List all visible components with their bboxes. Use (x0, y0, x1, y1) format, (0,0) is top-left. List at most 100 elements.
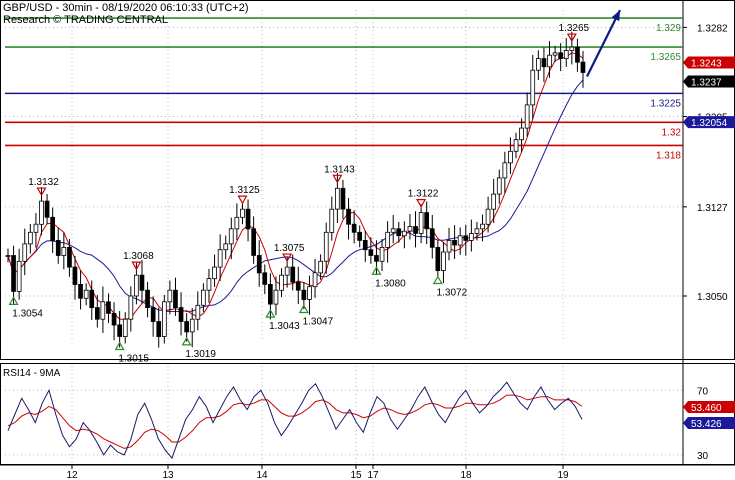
candle-body (536, 58, 541, 71)
candle-body (329, 208, 335, 233)
candle-body (318, 260, 324, 274)
level-label: 1.3225 (650, 98, 681, 109)
price-badge-label: 1.32054 (691, 118, 728, 129)
x-tick-label: 18 (460, 470, 472, 480)
swing-low-marker (114, 341, 125, 351)
rsi-badge-label: 53.426 (691, 419, 722, 430)
slow-ma-line (7, 79, 584, 313)
candle-body (301, 289, 307, 300)
swing-high-label: 1.3125 (229, 185, 260, 196)
price-badge-bg (683, 116, 735, 129)
candle-body (44, 200, 50, 218)
candle-body (145, 289, 150, 309)
forecast-arrow-head (611, 10, 620, 22)
candle-body (39, 200, 44, 225)
candle-body (33, 223, 39, 233)
candle-body (374, 255, 379, 262)
candle-body (290, 266, 296, 283)
candle-body (122, 318, 128, 338)
swing-low-label: 1.3043 (269, 321, 300, 332)
swing-high-label: 1.3265 (559, 23, 590, 34)
level-label: 1.329 (656, 23, 681, 34)
rsi-lines (7, 381, 583, 460)
rsi-panel-frame (0, 363, 735, 465)
candle-body (78, 283, 83, 299)
candle-body (189, 318, 195, 333)
candle-body (55, 239, 61, 256)
swing-low-marker (432, 275, 443, 285)
candle-body (95, 307, 100, 320)
y-tick-label: 1.3050 (697, 292, 728, 303)
swing-high-marker (282, 253, 293, 263)
rsi-line (7, 381, 583, 460)
candle-body (496, 177, 502, 195)
swing-high-marker (566, 33, 577, 43)
candle-body (50, 216, 56, 241)
rsi-title: RSI14 - 9MA (3, 368, 61, 379)
candle-body (474, 228, 480, 234)
candle-body (133, 274, 139, 297)
candle-body (267, 283, 273, 305)
level-label: 1.318 (656, 150, 681, 161)
candle-body (446, 239, 452, 253)
candle-body (89, 289, 95, 309)
swing-low-label: 1.3019 (185, 349, 216, 360)
candle-body (340, 187, 346, 210)
candle-body (11, 255, 16, 292)
price-badge-bg (683, 75, 735, 88)
candle-body (357, 231, 363, 241)
candle-body (385, 231, 391, 248)
swing-high-label: 1.3122 (408, 189, 439, 200)
candle-body (368, 249, 374, 256)
axes: 121314151718191.30501.31271.32051.328230… (66, 23, 728, 480)
candle-body (240, 208, 245, 218)
candle-body (351, 223, 357, 233)
swing-low-label: 1.3015 (118, 354, 149, 365)
candle-body (22, 243, 28, 262)
candle-body (156, 321, 162, 338)
level-label: 1.32 (662, 127, 682, 138)
rsi-ma-line (7, 394, 583, 449)
y-tick-label: 1.3127 (697, 203, 728, 214)
candle-body (223, 243, 229, 251)
swing-high-marker (416, 199, 427, 208)
candle-body (413, 226, 418, 234)
candle-body (530, 69, 536, 106)
candle-body (524, 104, 530, 129)
candle-body (485, 208, 491, 225)
candle-body (212, 266, 217, 280)
rsi-badge-bg (683, 400, 735, 413)
candle-body (217, 249, 223, 268)
candle-body (173, 289, 178, 309)
swing-high-marker (36, 187, 47, 197)
candle-body (429, 228, 435, 248)
y-tick-label: 1.3282 (697, 23, 728, 34)
price-badge-label: 1.3237 (691, 77, 722, 88)
candle-body (83, 289, 89, 299)
candle-body (245, 208, 251, 230)
x-tick-label: 14 (256, 470, 268, 480)
candle-body (100, 301, 106, 320)
candle-body (575, 46, 580, 63)
x-tick-label: 13 (162, 470, 174, 480)
candle-body (184, 321, 189, 333)
candle-body (200, 289, 206, 306)
candle-body (563, 50, 569, 60)
candle-body (27, 231, 33, 245)
candlestick-series (5, 31, 586, 348)
swing-low-marker (181, 336, 192, 346)
swing-low-label: 1.3054 (12, 308, 43, 319)
candle-body (468, 233, 474, 241)
candle-body (228, 228, 234, 245)
candle-body (441, 251, 446, 271)
candle-body (390, 228, 396, 233)
candle-body (452, 239, 457, 246)
candle-body (502, 162, 508, 179)
candle-body (111, 312, 117, 326)
candle-body (457, 235, 463, 246)
candle-body (307, 286, 312, 300)
x-tick-label: 17 (367, 470, 379, 480)
swing-high-marker (332, 174, 343, 184)
swing-high-marker (237, 195, 248, 205)
swing-high-label: 1.3068 (123, 251, 154, 262)
